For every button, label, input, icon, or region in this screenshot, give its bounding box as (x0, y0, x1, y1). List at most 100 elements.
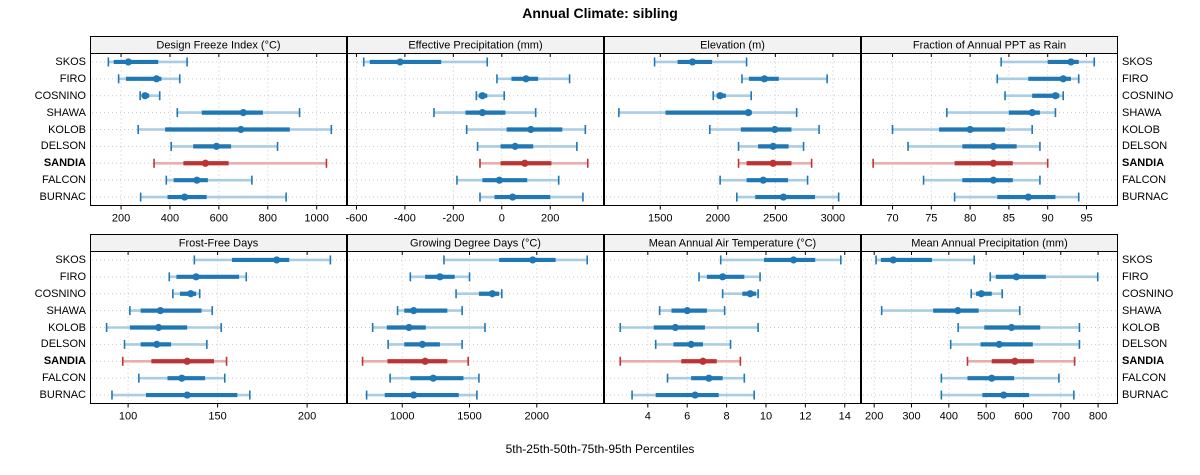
percentile-glyph-cosnino (1004, 91, 1064, 101)
median-dot (178, 374, 186, 382)
median-dot (124, 58, 132, 66)
median-dot (716, 92, 724, 100)
percentile-glyph-delson (123, 339, 208, 349)
median-dot (156, 307, 164, 315)
percentile-glyph-burnac (631, 390, 755, 400)
site-label-right-delson: DELSON (1122, 338, 1168, 351)
percentile-glyph-kolob (465, 125, 587, 134)
median-dot (989, 176, 997, 184)
percentile-glyph-cosnino (721, 289, 759, 299)
median-dot (1067, 58, 1075, 66)
site-label-right-skos: SKOS (1122, 55, 1153, 68)
median-dot (688, 58, 697, 66)
axis-tick-label: 150 (208, 411, 226, 423)
median-dot (429, 374, 437, 382)
percentile-glyph-burnac (736, 192, 840, 202)
median-dot (522, 75, 530, 83)
percentile-glyph-burnac (139, 192, 287, 202)
site-label-left-burnac: BURNAC (39, 191, 86, 204)
median-dot (410, 307, 418, 315)
axis-tick-label: 300 (902, 411, 920, 423)
percentile-glyph-skos (193, 255, 332, 265)
axis-tick-label: 1500 (457, 411, 481, 423)
site-label-left-falcon: FALCON (41, 174, 86, 187)
axis-tick-label: 3000 (821, 213, 845, 225)
panel-title: Elevation (m) (700, 40, 765, 52)
axis-tick-label: -400 (394, 213, 416, 225)
panel-title: Mean Annual Air Temperature (°C) (649, 238, 816, 250)
panel-title: Frost-Free Days (179, 238, 259, 250)
site-label-left-cosnino: COSNINO (34, 89, 86, 102)
site-label-left-skos: SKOS (55, 253, 86, 266)
median-dot (495, 176, 503, 184)
median-dot (683, 307, 691, 315)
percentile-glyph-sandia (361, 356, 469, 366)
percentile-glyph-sandia (121, 356, 228, 366)
median-dot (405, 323, 413, 332)
percentile-glyph-delson (387, 339, 463, 349)
axis-tick-label: 2000 (706, 213, 730, 225)
percentile-glyph-shawa (396, 306, 463, 316)
panel-effective-precipitation-mm: Effective Precipitation (mm) -600 -400 -200… (345, 36, 604, 225)
site-label-right-skos: SKOS (1122, 253, 1153, 266)
median-dot (759, 176, 767, 184)
median-dot (511, 142, 519, 150)
median-dot (521, 159, 529, 167)
site-label-left-shawa: SHAWA (46, 304, 86, 317)
median-dot (977, 290, 985, 298)
site-label-right-burnac: BURNAC (1122, 389, 1169, 402)
median-dot (744, 109, 752, 117)
axis-tick-label: 800 (259, 213, 277, 225)
site-label-left-delson: DELSON (40, 140, 86, 153)
percentile-glyph-firo (698, 272, 761, 282)
percentile-glyph-delson (737, 141, 805, 151)
panel-title: Fraction of Annual PPT as Rain (913, 40, 1066, 52)
percentile-glyph-shawa (946, 108, 1057, 118)
percentile-glyph-firo (989, 272, 1099, 282)
site-label-right-sandia: SANDIA (1122, 157, 1165, 170)
median-dot (1059, 75, 1067, 83)
axis-tick-label: 700 (1052, 411, 1070, 423)
figure-title: Annual Climate: sibling (522, 5, 678, 21)
median-dot (988, 374, 996, 382)
percentile-glyph-falcon (666, 373, 746, 383)
percentile-glyph-burnac (365, 390, 478, 400)
axis-tick-label: 6 (684, 411, 690, 423)
site-label-left-sandia: SANDIA (43, 157, 86, 170)
median-dot (966, 125, 974, 134)
median-dot (746, 290, 754, 298)
percentile-glyph-shawa (658, 306, 726, 316)
percentile-glyph-kolob (105, 323, 222, 332)
percentile-glyph-falcon (138, 373, 226, 383)
median-dot (769, 142, 777, 150)
percentile-glyph-skos (362, 57, 489, 67)
median-dot (478, 109, 487, 117)
median-dot (183, 391, 191, 399)
site-label-right-falcon: FALCON (1122, 174, 1167, 187)
percentile-glyph-kolob (708, 125, 820, 134)
percentile-glyph-burnac (479, 192, 584, 202)
percentile-glyph-kolob (891, 125, 1033, 134)
axis-tick-label: 2500 (763, 213, 787, 225)
median-dot (1007, 323, 1016, 332)
percentile-glyph-falcon (940, 373, 1060, 383)
site-label-left-falcon: FALCON (41, 372, 86, 385)
site-label-right-sandia: SANDIA (1122, 355, 1165, 368)
site-label-left-delson: DELSON (40, 338, 86, 351)
site-label-right-firo: FIRO (1122, 72, 1149, 85)
median-dot (1000, 391, 1008, 399)
panel-growing-degree-days-c: Growing Degree Days (°C) 1000 1500 2000 (347, 234, 604, 423)
median-dot (273, 256, 281, 264)
median-dot (789, 256, 798, 264)
median-dot (671, 323, 679, 332)
panel-elevation-m: Elevation (m) 1500 2000 2500 3000 (604, 36, 861, 225)
site-label-left-shawa: SHAWA (46, 106, 86, 119)
median-dot (1024, 193, 1032, 201)
percentile-glyph-cosnino (139, 91, 161, 101)
panel-mean-annual-air-temperature-c: Mean Annual Air Temperature (°C) 4 6 8 10 12 1… (604, 234, 861, 423)
site-label-left-cosnino: COSNINO (34, 287, 86, 300)
median-dot (989, 159, 997, 167)
percentile-glyph-firo (168, 272, 248, 282)
percentile-glyph-burnac (953, 192, 1080, 202)
